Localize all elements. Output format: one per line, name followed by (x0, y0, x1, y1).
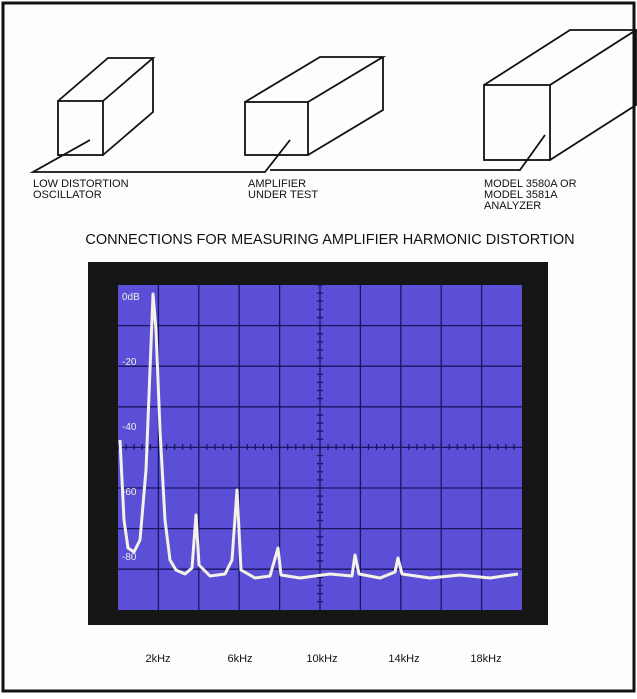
box-label: MODEL 3581A (484, 189, 558, 201)
box-label: LOW DISTORTION (33, 178, 129, 190)
box-label: ANALYZER (484, 200, 541, 212)
caption: CONNECTIONS FOR MEASURING AMPLIFIER HARM… (85, 232, 574, 248)
screen-y-label: -20 (122, 357, 137, 368)
screen-x-label: 2kHz (145, 653, 170, 665)
box-label: OSCILLATOR (33, 189, 102, 201)
spectrum-trace (118, 292, 519, 580)
screen-y-label: -60 (122, 487, 137, 498)
screen-x-label: 14kHz (388, 653, 419, 665)
screen-x-label: 10kHz (306, 653, 337, 665)
block-diagram (29, 29, 637, 173)
screen-y-label: -40 (122, 422, 137, 433)
box-label: MODEL 3580A OR (484, 178, 577, 190)
box-label: UNDER TEST (248, 189, 318, 201)
box-label: AMPLIFIER (248, 178, 306, 190)
screen-y-label: 0dB (122, 292, 140, 303)
screen-x-label: 6kHz (227, 653, 252, 665)
graticule (117, 284, 522, 610)
screen-y-label: -80 (122, 552, 137, 563)
screen-x-label: 18kHz (470, 653, 501, 665)
